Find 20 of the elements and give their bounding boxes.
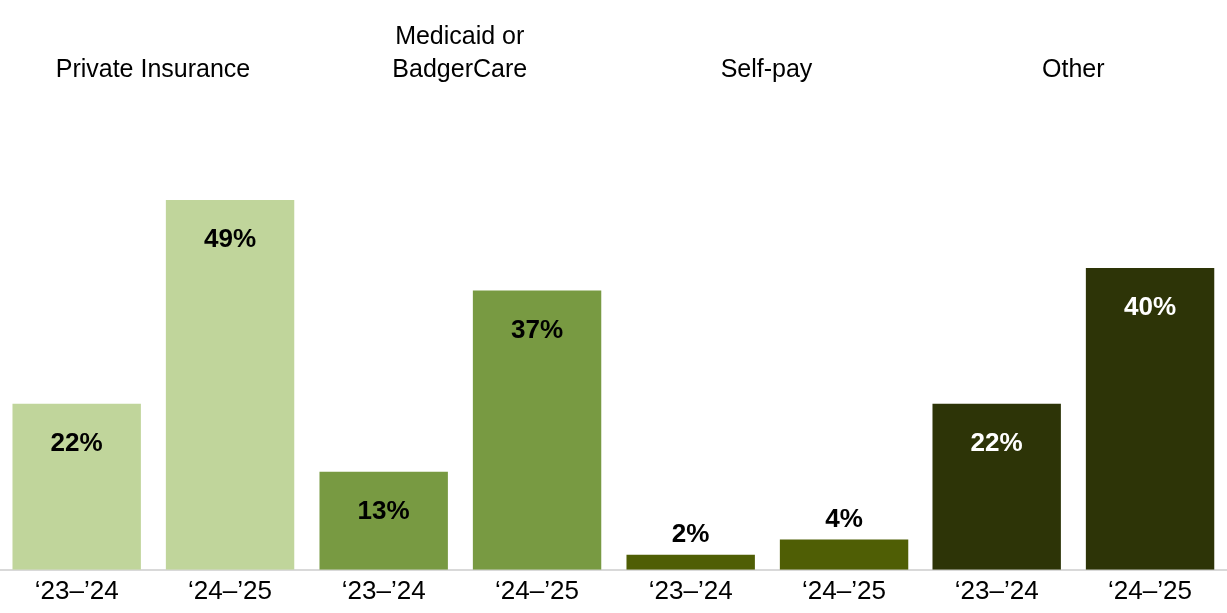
- data-label: 37%: [510, 313, 563, 344]
- data-label: 40%: [1124, 291, 1177, 322]
- data-label: 4%: [824, 502, 863, 533]
- chart-title: Medicaid or BadgerCare: [391, 19, 529, 85]
- x-tick-label: ‘24–’25: [801, 574, 886, 605]
- x-tick-label: ‘24–’25: [188, 574, 273, 605]
- chart-title: Other: [1041, 53, 1106, 85]
- data-label: 22%: [970, 426, 1024, 457]
- chart-title: Self-pay: [719, 53, 814, 85]
- x-tick-label: ‘23–’24: [954, 574, 1039, 605]
- chart-title: Private Insurance: [54, 53, 252, 85]
- data-label: 13%: [357, 494, 410, 525]
- x-tick-label: ‘24–’25: [494, 574, 579, 605]
- data-label: 22%: [50, 426, 103, 457]
- data-label: 2%: [671, 517, 710, 548]
- x-tick-label: ‘23–’24: [648, 574, 733, 605]
- x-tick-label: ‘24–’25: [1108, 574, 1193, 605]
- data-label: 49%: [203, 223, 257, 254]
- x-tick-label: ‘23–’24: [34, 574, 119, 605]
- x-tick-label: ‘23–’24: [341, 574, 426, 605]
